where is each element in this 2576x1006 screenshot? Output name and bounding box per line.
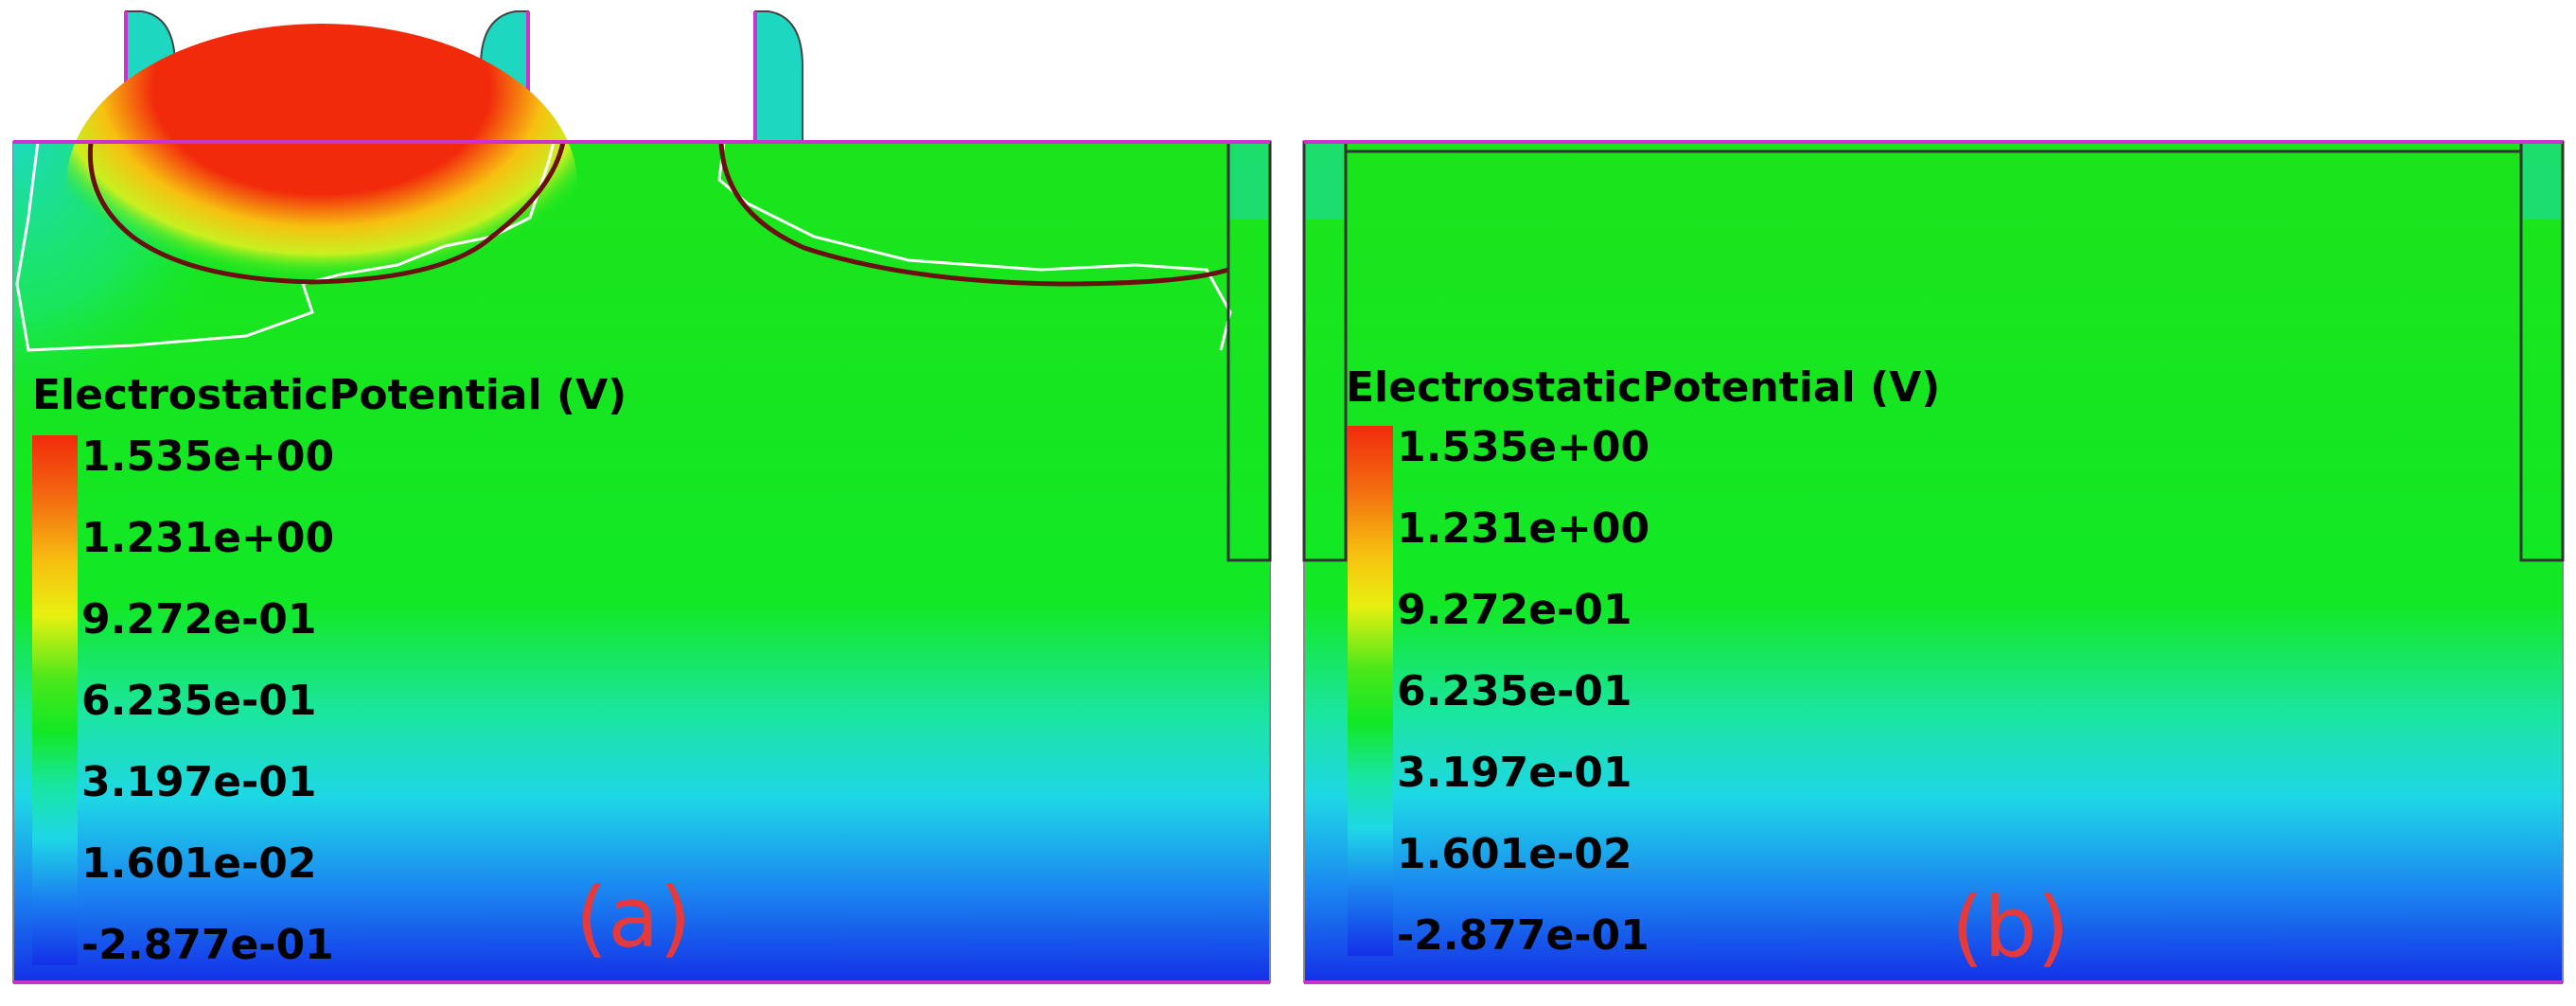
- colorbar-strip-a: [32, 435, 78, 965]
- panel-label-a: (a): [575, 869, 692, 966]
- junction-line-a2: [718, 141, 1229, 287]
- colorbar-tick-a-6: -2.877e-01: [81, 921, 334, 969]
- colorbar-tick-b-1: 1.231e+00: [1397, 504, 1650, 553]
- colorbar-b: ElectrostaticPotential (V) 1.535e+00 1.2…: [1346, 363, 1940, 960]
- colorbar-strip-b: [1348, 426, 1393, 956]
- colorbar-tick-a-1: 1.231e+00: [81, 514, 334, 562]
- depletion-boundary-a1: [15, 141, 556, 352]
- colorbar-tick-b-6: -2.877e-01: [1397, 911, 1650, 960]
- colorbar-tick-a-0: 1.535e+00: [81, 432, 334, 481]
- junction-line-a1: [87, 141, 566, 285]
- colorbar-tick-a-2: 9.272e-01: [81, 595, 317, 644]
- colorbar-tick-b-2: 9.272e-01: [1397, 586, 1632, 634]
- colorbar-tick-b-0: 1.535e+00: [1397, 423, 1650, 471]
- colorbar-tick-a-4: 3.197e-01: [81, 758, 317, 806]
- colorbar-title-b: ElectrostaticPotential (V): [1346, 363, 1940, 412]
- colorbar-tick-a-5: 1.601e-02: [81, 839, 317, 888]
- colorbar-tick-b-5: 1.601e-02: [1397, 830, 1632, 878]
- colorbar-a: ElectrostaticPotential (V) 1.535e+00 1.2…: [32, 371, 626, 969]
- panel-label-b: (b): [1951, 878, 2070, 976]
- gate-3-a: [754, 10, 803, 143]
- hot-spot-a: [66, 24, 577, 345]
- panel-b: ElectrostaticPotential (V) 1.535e+00 1.2…: [1302, 140, 2565, 984]
- colorbar-tick-b-4: 3.197e-01: [1397, 749, 1632, 797]
- domain-b: [1303, 141, 2564, 983]
- panel-a: ElectrostaticPotential (V) 1.535e+00 1.2…: [12, 10, 1272, 984]
- colorbar-title-a: ElectrostaticPotential (V): [32, 371, 626, 419]
- colorbar-tick-b-3: 6.235e-01: [1397, 667, 1632, 715]
- colorbar-tick-a-3: 6.235e-01: [81, 677, 317, 725]
